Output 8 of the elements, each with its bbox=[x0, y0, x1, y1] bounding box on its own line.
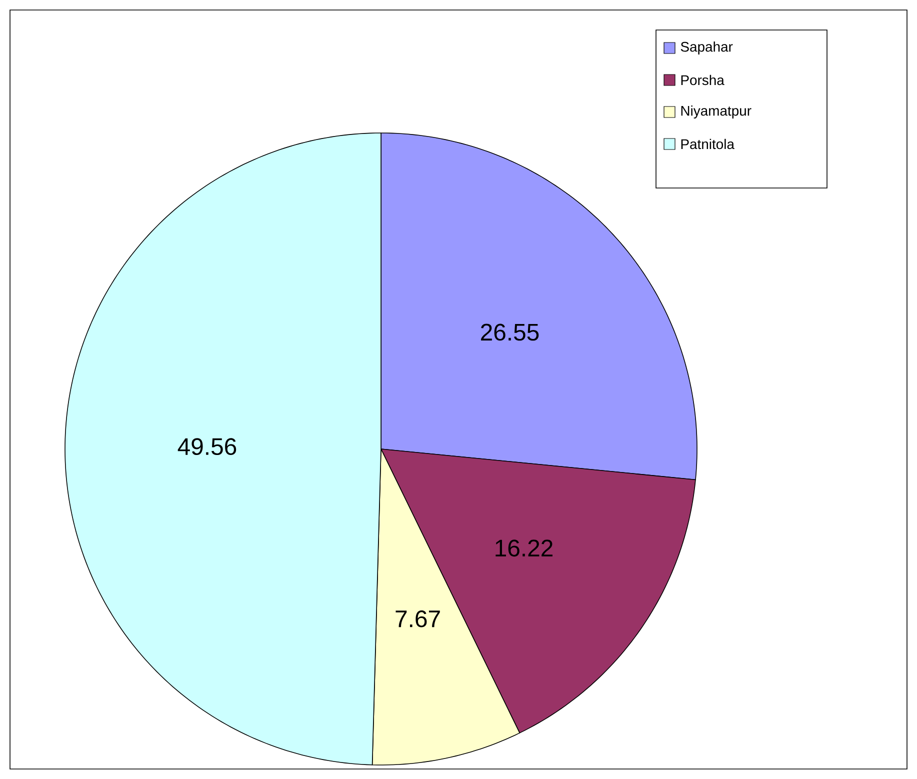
data-label: 49.56 bbox=[178, 438, 236, 456]
data-label: 7.67 bbox=[396, 610, 440, 628]
data-label: 26.55 bbox=[481, 324, 539, 341]
legend-label: Patnitola bbox=[681, 138, 734, 150]
legend-label: Sapahar bbox=[680, 41, 733, 54]
legend-label: Niyamatpur bbox=[681, 105, 752, 118]
legend-label: Porsha bbox=[681, 74, 724, 86]
data-label: 16.22 bbox=[496, 540, 552, 557]
